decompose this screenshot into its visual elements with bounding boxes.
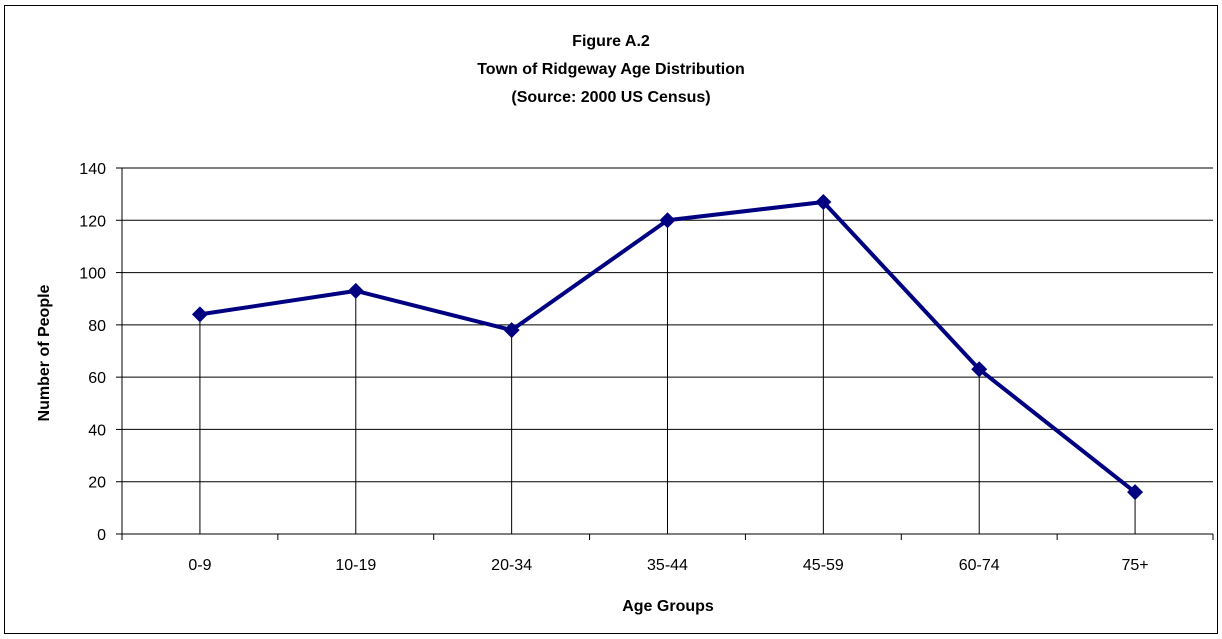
data-point-marker — [191, 306, 208, 323]
x-axis-title: Age Groups — [622, 598, 714, 615]
data-point-marker — [503, 322, 520, 339]
chart-subtitle-line-1: Town of Ridgeway Age Distribution — [477, 61, 745, 78]
chart-title: Figure A.2 — [572, 33, 650, 50]
y-tick-label: 20 — [88, 475, 106, 492]
data-point-marker — [815, 193, 832, 210]
y-tick-label: 60 — [88, 370, 106, 387]
data-point-marker — [659, 212, 676, 229]
drop-lines — [199, 201, 1136, 534]
data-point-marker — [347, 282, 364, 299]
x-tick-labels: 0-9 10-19 20-34 35-44 45-59 60-74 75+ — [188, 557, 1148, 574]
y-tick-label: 120 — [79, 213, 106, 230]
x-tick-label: 35-44 — [647, 557, 688, 574]
y-tick-label: 40 — [88, 422, 106, 439]
chart-frame — [4, 5, 1218, 634]
y-tick-labels: 0 20 40 60 80 100 120 140 — [79, 161, 106, 544]
y-tick-label: 100 — [79, 266, 106, 283]
chart-subtitle-line-2: (Source: 2000 US Census) — [511, 89, 710, 106]
x-tick-label: 20-34 — [491, 557, 532, 574]
data-point-marker — [1127, 484, 1144, 501]
y-axis-title: Number of People — [36, 284, 53, 421]
y-tick-label: 0 — [97, 527, 106, 544]
y-tick-label: 140 — [79, 161, 106, 178]
x-tick-label: 75+ — [1122, 557, 1149, 574]
data-markers — [191, 193, 1144, 501]
y-tick-label: 80 — [88, 318, 106, 335]
x-tick-label: 10-19 — [335, 557, 376, 574]
axes — [116, 167, 1214, 540]
data-point-marker — [971, 361, 988, 378]
x-tick-label: 45-59 — [803, 557, 844, 574]
x-tick-label: 60-74 — [959, 557, 1000, 574]
x-tick-label: 0-9 — [188, 557, 211, 574]
